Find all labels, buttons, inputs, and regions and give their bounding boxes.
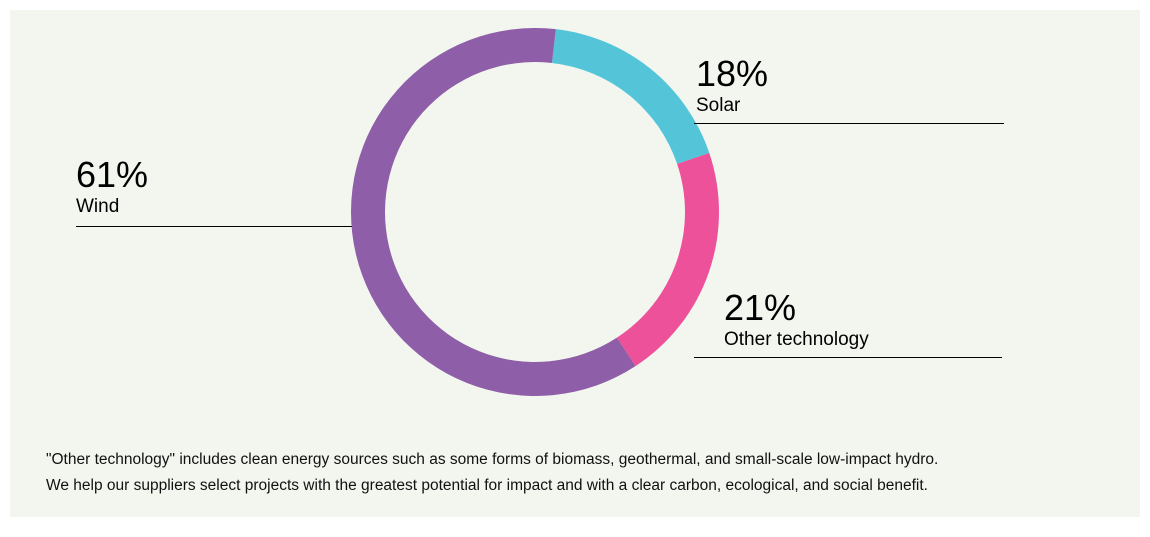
wind-percent-label: 61%: [76, 154, 149, 195]
footnote: "Other technology" includes clean energy…: [46, 447, 1126, 499]
wind-leader-line: [76, 226, 352, 227]
donut-chart: [351, 27, 719, 396]
callout-wind: 61% Wind: [76, 154, 352, 227]
callout-other-technology: 21% Other technology: [694, 287, 1002, 358]
wind-name-label: Wind: [76, 196, 120, 217]
donut-slice-other-technology: [616, 153, 719, 367]
other-technology-percent-label: 21%: [724, 287, 797, 328]
other-technology-name-label: Other technology: [724, 329, 869, 350]
solar-percent-label: 18%: [696, 53, 769, 94]
solar-name-label: Solar: [696, 95, 741, 116]
footnote-line-1: "Other technology" includes clean energy…: [46, 451, 939, 468]
footnote-line-2: We help our suppliers select projects wi…: [46, 477, 928, 494]
callout-solar: 18% Solar: [694, 53, 1004, 124]
donut-slice-wind: [351, 27, 636, 396]
chart-panel: 18% Solar 21% Other technology 61% Wind …: [10, 10, 1140, 517]
solar-leader-line: [694, 123, 1004, 124]
donut-slice-solar: [551, 29, 710, 164]
other-technology-leader-line: [694, 357, 1002, 358]
